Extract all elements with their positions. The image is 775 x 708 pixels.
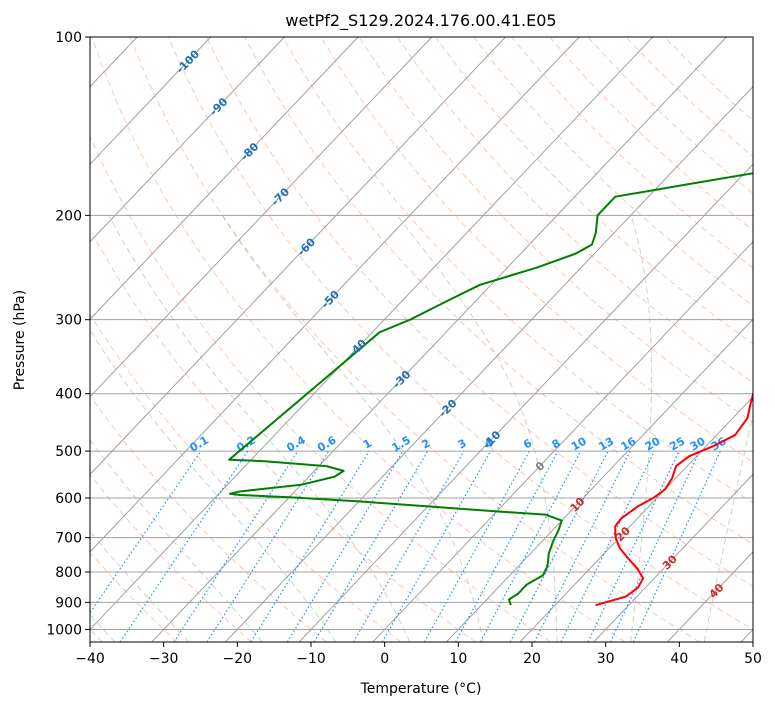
x-tick-label: −10 <box>296 651 326 667</box>
x-tick-label: 20 <box>523 651 541 667</box>
isotherm-line <box>0 37 63 642</box>
y-tick-label: 600 <box>55 491 82 507</box>
isotherm-line <box>446 318 753 642</box>
dry-adiabat <box>90 135 551 642</box>
x-axis-label: Temperature (°C) <box>360 681 482 697</box>
y-tick-label: 300 <box>55 313 82 329</box>
moist-adiabat <box>90 530 189 642</box>
mixing-ratio-line <box>250 450 370 642</box>
isotherm-line <box>667 551 753 642</box>
x-tick-label: −20 <box>223 651 253 667</box>
y-tick-label: 800 <box>55 565 82 581</box>
y-tick-label: 1000 <box>46 622 82 638</box>
moist-adiabat <box>90 439 263 642</box>
mixing-ratio-line <box>352 450 465 642</box>
dry-adiabat <box>549 37 753 232</box>
mixing-ratio-line <box>609 450 701 642</box>
dry-adiabat <box>90 551 178 642</box>
isotherm-line <box>90 37 580 553</box>
isotherm-line <box>90 37 654 631</box>
y-tick-label: 900 <box>55 595 82 611</box>
moist-adiabat <box>90 329 337 642</box>
dewpoint-trace <box>228 172 753 606</box>
dry-adiabat <box>167 37 753 630</box>
isotherm-line <box>740 628 753 642</box>
dry-adiabat <box>244 37 753 545</box>
dry-adiabat <box>434 37 753 345</box>
x-tick-label: −40 <box>75 651 105 667</box>
y-tick-label: 100 <box>55 30 82 46</box>
dry-adiabat <box>90 473 252 642</box>
isotherm-line <box>90 37 285 243</box>
isotherm-label: -100 <box>174 47 203 76</box>
y-axis: 100 200 300 400 500 600 700 800 900 1000 <box>46 30 90 638</box>
mixing-ratio-line <box>286 450 404 642</box>
isotherm-line <box>90 37 212 165</box>
dry-adiabat <box>473 37 753 307</box>
dry-adiabat <box>91 37 626 642</box>
chart-title: wetPf2_S129.2024.176.00.41.E05 <box>285 11 556 31</box>
isotherm-line <box>225 85 753 642</box>
x-tick-label: 0 <box>380 651 389 667</box>
grid-layer <box>0 37 753 642</box>
dry-adiabat <box>90 313 402 642</box>
isotherm-line <box>90 37 433 398</box>
y-axis-label: Pressure (hPa) <box>12 290 28 390</box>
isotherm-line <box>90 37 359 320</box>
dry-adiabat <box>206 37 753 587</box>
y-tick-label: 700 <box>55 531 82 547</box>
mixing-ratio-line <box>119 450 249 642</box>
mixing-ratio-label: 1 <box>361 437 374 452</box>
moist-adiabat <box>108 215 411 642</box>
dry-adiabat <box>587 37 753 195</box>
mixing-ratio-line <box>587 450 680 642</box>
mixing-ratio-line <box>455 450 559 642</box>
traces-layer: 0.1 0.2 0.4 0.6 1 1.5 2 3 4 6 8 10 13 16 20 25 30 36-100-… <box>174 47 753 607</box>
mixing-ratio-line <box>173 450 299 642</box>
isotherm-line <box>519 396 753 642</box>
dry-adiabat <box>396 37 753 384</box>
dry-adiabat <box>282 37 753 504</box>
moist-adiabat <box>221 215 484 642</box>
temperature-trace <box>595 390 753 607</box>
mixing-ratio-line <box>560 450 655 642</box>
dry-adiabat <box>90 394 327 642</box>
x-tick-label: 40 <box>670 651 688 667</box>
x-tick-label: 10 <box>449 651 467 667</box>
isotherm-line <box>372 241 753 642</box>
mixing-ratio-label: 3 <box>456 437 469 452</box>
x-tick-label: −30 <box>149 651 179 667</box>
dry-adiabat <box>358 37 753 423</box>
x-axis: −40 −30 −20 −10 0 10 20 30 40 50 <box>75 642 762 667</box>
dry-adiabat <box>90 227 476 642</box>
isotherm-line <box>298 163 753 642</box>
x-tick-label: 50 <box>744 651 762 667</box>
dry-adiabat <box>320 37 753 463</box>
x-tick-label: 30 <box>597 651 615 667</box>
moist-adiabat <box>396 214 558 642</box>
mixing-ratio-line <box>423 450 530 642</box>
y-tick-label: 200 <box>55 208 82 224</box>
y-tick-label: 500 <box>55 444 82 460</box>
isotherm-line <box>593 473 753 642</box>
mixing-ratio-line <box>632 450 721 642</box>
isotherm-line <box>90 37 506 476</box>
mixing-ratio-line <box>381 450 492 642</box>
mixing-ratio-line <box>313 450 429 642</box>
dry-adiabat <box>129 37 701 642</box>
dry-adiabat <box>511 37 753 269</box>
moist-adiabat <box>630 215 653 642</box>
dry-adiabat <box>664 37 753 122</box>
mixing-ratio-label: 2 <box>419 437 432 452</box>
plot-frame <box>89 36 754 643</box>
y-tick-label: 400 <box>55 387 82 403</box>
mixing-ratio-line <box>90 450 202 614</box>
isotherm-line <box>151 37 727 642</box>
